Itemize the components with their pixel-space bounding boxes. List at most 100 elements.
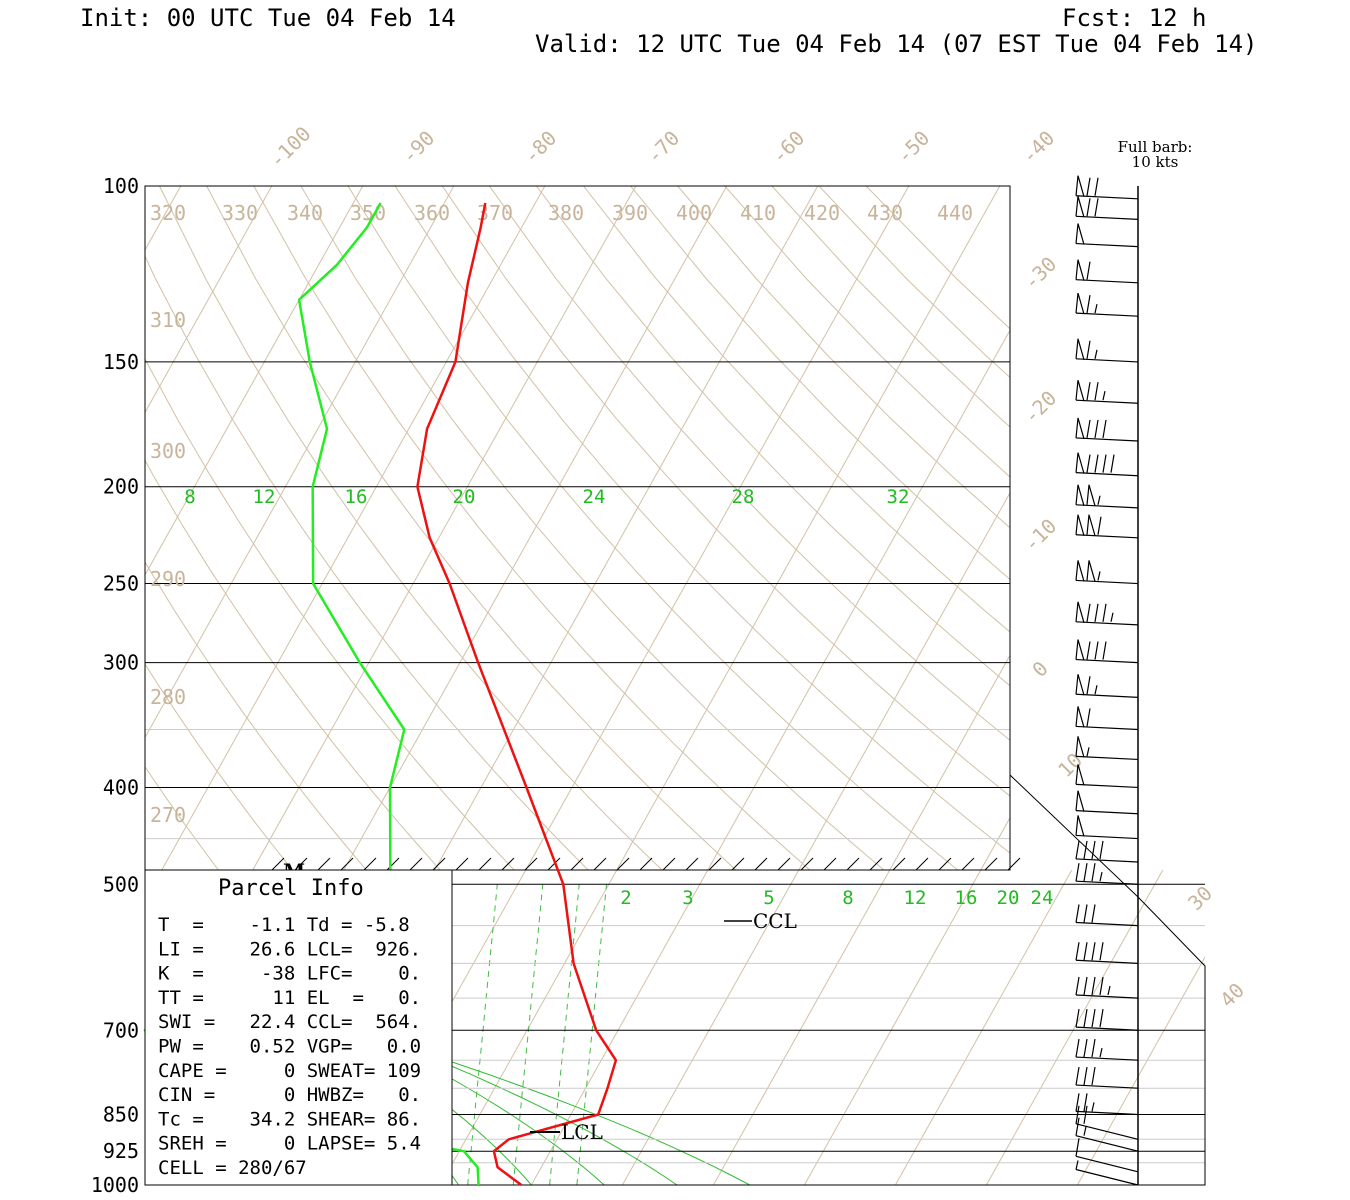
theta-label: 360 xyxy=(414,201,450,225)
barb-half xyxy=(1097,571,1101,581)
barb-full xyxy=(1075,1038,1080,1058)
barb-flag xyxy=(1075,560,1085,582)
barb-staff xyxy=(1075,472,1139,477)
hatch-mark xyxy=(777,857,791,871)
parcel-info-box: Parcel Info T = -1.1 Td = -5.8LI = 26.6 … xyxy=(144,869,453,1186)
barb-full xyxy=(1099,1009,1104,1028)
theta-label: 420 xyxy=(804,201,840,225)
dry-adiabat-line xyxy=(441,186,1010,797)
isotherm-line xyxy=(343,186,728,870)
ccl-label: CCL xyxy=(753,909,797,933)
barb-staff xyxy=(1075,215,1139,220)
wind-barb xyxy=(1075,514,1139,539)
dry-adiabat-line xyxy=(300,186,885,870)
moist-adiabat-line xyxy=(0,441,167,1185)
barb-staff xyxy=(1075,504,1139,509)
isotherm-label: -70 xyxy=(642,126,685,169)
barb-flag xyxy=(1086,560,1096,582)
lower-panel-border xyxy=(451,186,1206,1186)
hatch-mark xyxy=(547,857,561,871)
moist-adiabat-line xyxy=(452,1061,751,1185)
hatch-mark xyxy=(961,857,975,871)
theta-e-label: 24 xyxy=(583,486,606,508)
wind-barb xyxy=(1075,942,1139,964)
init-time: Init: 00 UTC Tue 04 Feb 14 xyxy=(80,4,456,32)
lcl-marker: LCL xyxy=(530,1120,603,1144)
barb-flag xyxy=(1075,417,1085,440)
barb-staff xyxy=(1075,621,1139,626)
moist-adiabat-line xyxy=(0,441,113,1185)
barb-half xyxy=(1091,1102,1095,1112)
barb-half xyxy=(1099,872,1103,882)
barb-staff xyxy=(1075,880,1139,885)
barb-half xyxy=(1094,303,1098,314)
wind-barb xyxy=(1075,1105,1139,1140)
dry-adiabat-line xyxy=(145,459,441,870)
wind-barb xyxy=(1075,601,1139,626)
barb-full xyxy=(1086,340,1091,359)
barb-full xyxy=(1094,419,1099,439)
barb-full xyxy=(1091,942,1096,961)
hatch-mark xyxy=(501,857,515,871)
isotherm-label: -30 xyxy=(1019,252,1062,295)
isotherm-label: 30 xyxy=(1183,881,1217,915)
barb-flag xyxy=(1075,223,1085,245)
parcel-info-row: TT = 11 EL = 0. xyxy=(158,987,421,1009)
theta-label: 290 xyxy=(150,567,186,591)
barb-full xyxy=(1083,1105,1088,1124)
barb-full xyxy=(1097,516,1102,535)
barb-flag xyxy=(1075,452,1085,474)
dry-adiabat-line xyxy=(771,186,1010,428)
theta-e-label: 20 xyxy=(453,486,476,508)
barb-flag xyxy=(1075,380,1085,402)
barb-flag xyxy=(1075,815,1085,837)
barb-full xyxy=(1094,454,1099,473)
barb-staff xyxy=(1075,858,1139,863)
barb-flag xyxy=(1075,764,1085,786)
barb-full xyxy=(1091,1009,1096,1028)
isotherm-label: -90 xyxy=(397,126,440,169)
pressure-tick-label: 400 xyxy=(103,776,139,800)
barb-half xyxy=(1094,349,1098,359)
barb-full xyxy=(1075,976,1080,996)
barb-full xyxy=(1075,1066,1080,1086)
theta-label: 380 xyxy=(548,201,584,225)
barb-full xyxy=(1086,198,1091,217)
isotherm-line xyxy=(621,870,800,1185)
parcel-info-row: Tc = 34.2 SHEAR= 86. xyxy=(158,1108,421,1130)
barb-full xyxy=(1086,708,1091,727)
hatch-mark xyxy=(455,857,469,871)
barb-staff xyxy=(1075,783,1139,789)
barb-staff xyxy=(1075,399,1139,404)
barb-full xyxy=(1091,904,1096,923)
wind-barb xyxy=(1075,764,1139,789)
barb-flag xyxy=(1075,674,1085,696)
dry-adiabat-line xyxy=(536,186,1010,687)
wind-barb xyxy=(1075,1093,1139,1116)
theta-label: 410 xyxy=(740,201,776,225)
pressure-tick-label: 1000 xyxy=(91,1173,139,1197)
barb-full xyxy=(1091,863,1096,882)
mixing-ratio-label: 16 xyxy=(955,887,978,909)
dry-adiabat-line xyxy=(347,186,959,870)
barb-full xyxy=(1094,198,1099,217)
mixing-ratio-label: 20 xyxy=(997,887,1020,909)
barb-full xyxy=(1086,382,1091,401)
barb-staff xyxy=(1075,921,1139,927)
barb-full xyxy=(1075,840,1080,860)
hatch-mark xyxy=(754,857,768,871)
barb-full xyxy=(1091,840,1096,860)
barb-full xyxy=(1099,976,1104,996)
hatch-mark xyxy=(800,857,814,871)
wind-barb xyxy=(1075,904,1139,927)
isotherm-line xyxy=(1077,186,1350,1185)
barb-full xyxy=(1075,1105,1080,1124)
barb-flag xyxy=(1075,259,1085,281)
hatch-mark xyxy=(340,857,354,871)
barb-full xyxy=(1083,1066,1088,1086)
hatch-mark xyxy=(432,857,446,871)
upper-grid xyxy=(0,186,1350,1185)
dry-adiabat-line xyxy=(206,186,737,870)
hatch-mark xyxy=(823,857,837,871)
isotherm-label: 0 xyxy=(1027,656,1052,681)
